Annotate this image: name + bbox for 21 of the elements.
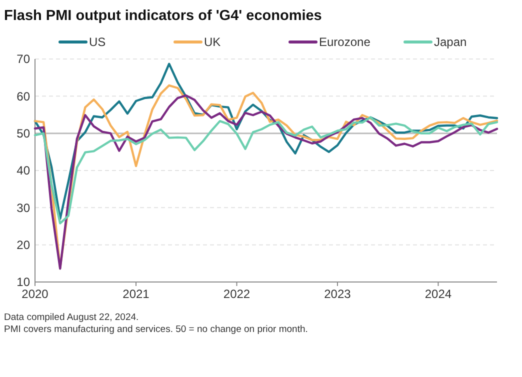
x-tick-label: 2021 (122, 287, 150, 301)
x-tick-label: 2023 (324, 287, 352, 301)
line-series (34, 116, 498, 224)
legend-label: Eurozone (319, 35, 371, 50)
y-tick-label: 40 (16, 164, 30, 178)
x-tick-label: 2020 (22, 287, 49, 301)
y-tick-label: 50 (16, 126, 30, 141)
text: PMI covers manufacturing and services. 50 = no change on prior month. (4, 324, 308, 335)
y-tick-label: 20 (16, 238, 30, 252)
y-tick-label: 60 (16, 89, 30, 104)
x-tick-label: 2022 (223, 287, 250, 301)
legend-label: UK (204, 35, 221, 50)
y-tick-label: 10 (16, 275, 30, 290)
y-tick-label: 70 (16, 52, 30, 66)
chart-title: Flash PMI output indicators of 'G4' economies (4, 8, 322, 24)
line-series (34, 62, 498, 220)
legend-label: Japan (434, 35, 467, 50)
text: Data compiled August 22, 2024. (4, 312, 139, 323)
x-tick-label: 2024 (424, 287, 452, 301)
legend-label: US (89, 35, 106, 50)
y-tick-label: 30 (16, 200, 30, 215)
